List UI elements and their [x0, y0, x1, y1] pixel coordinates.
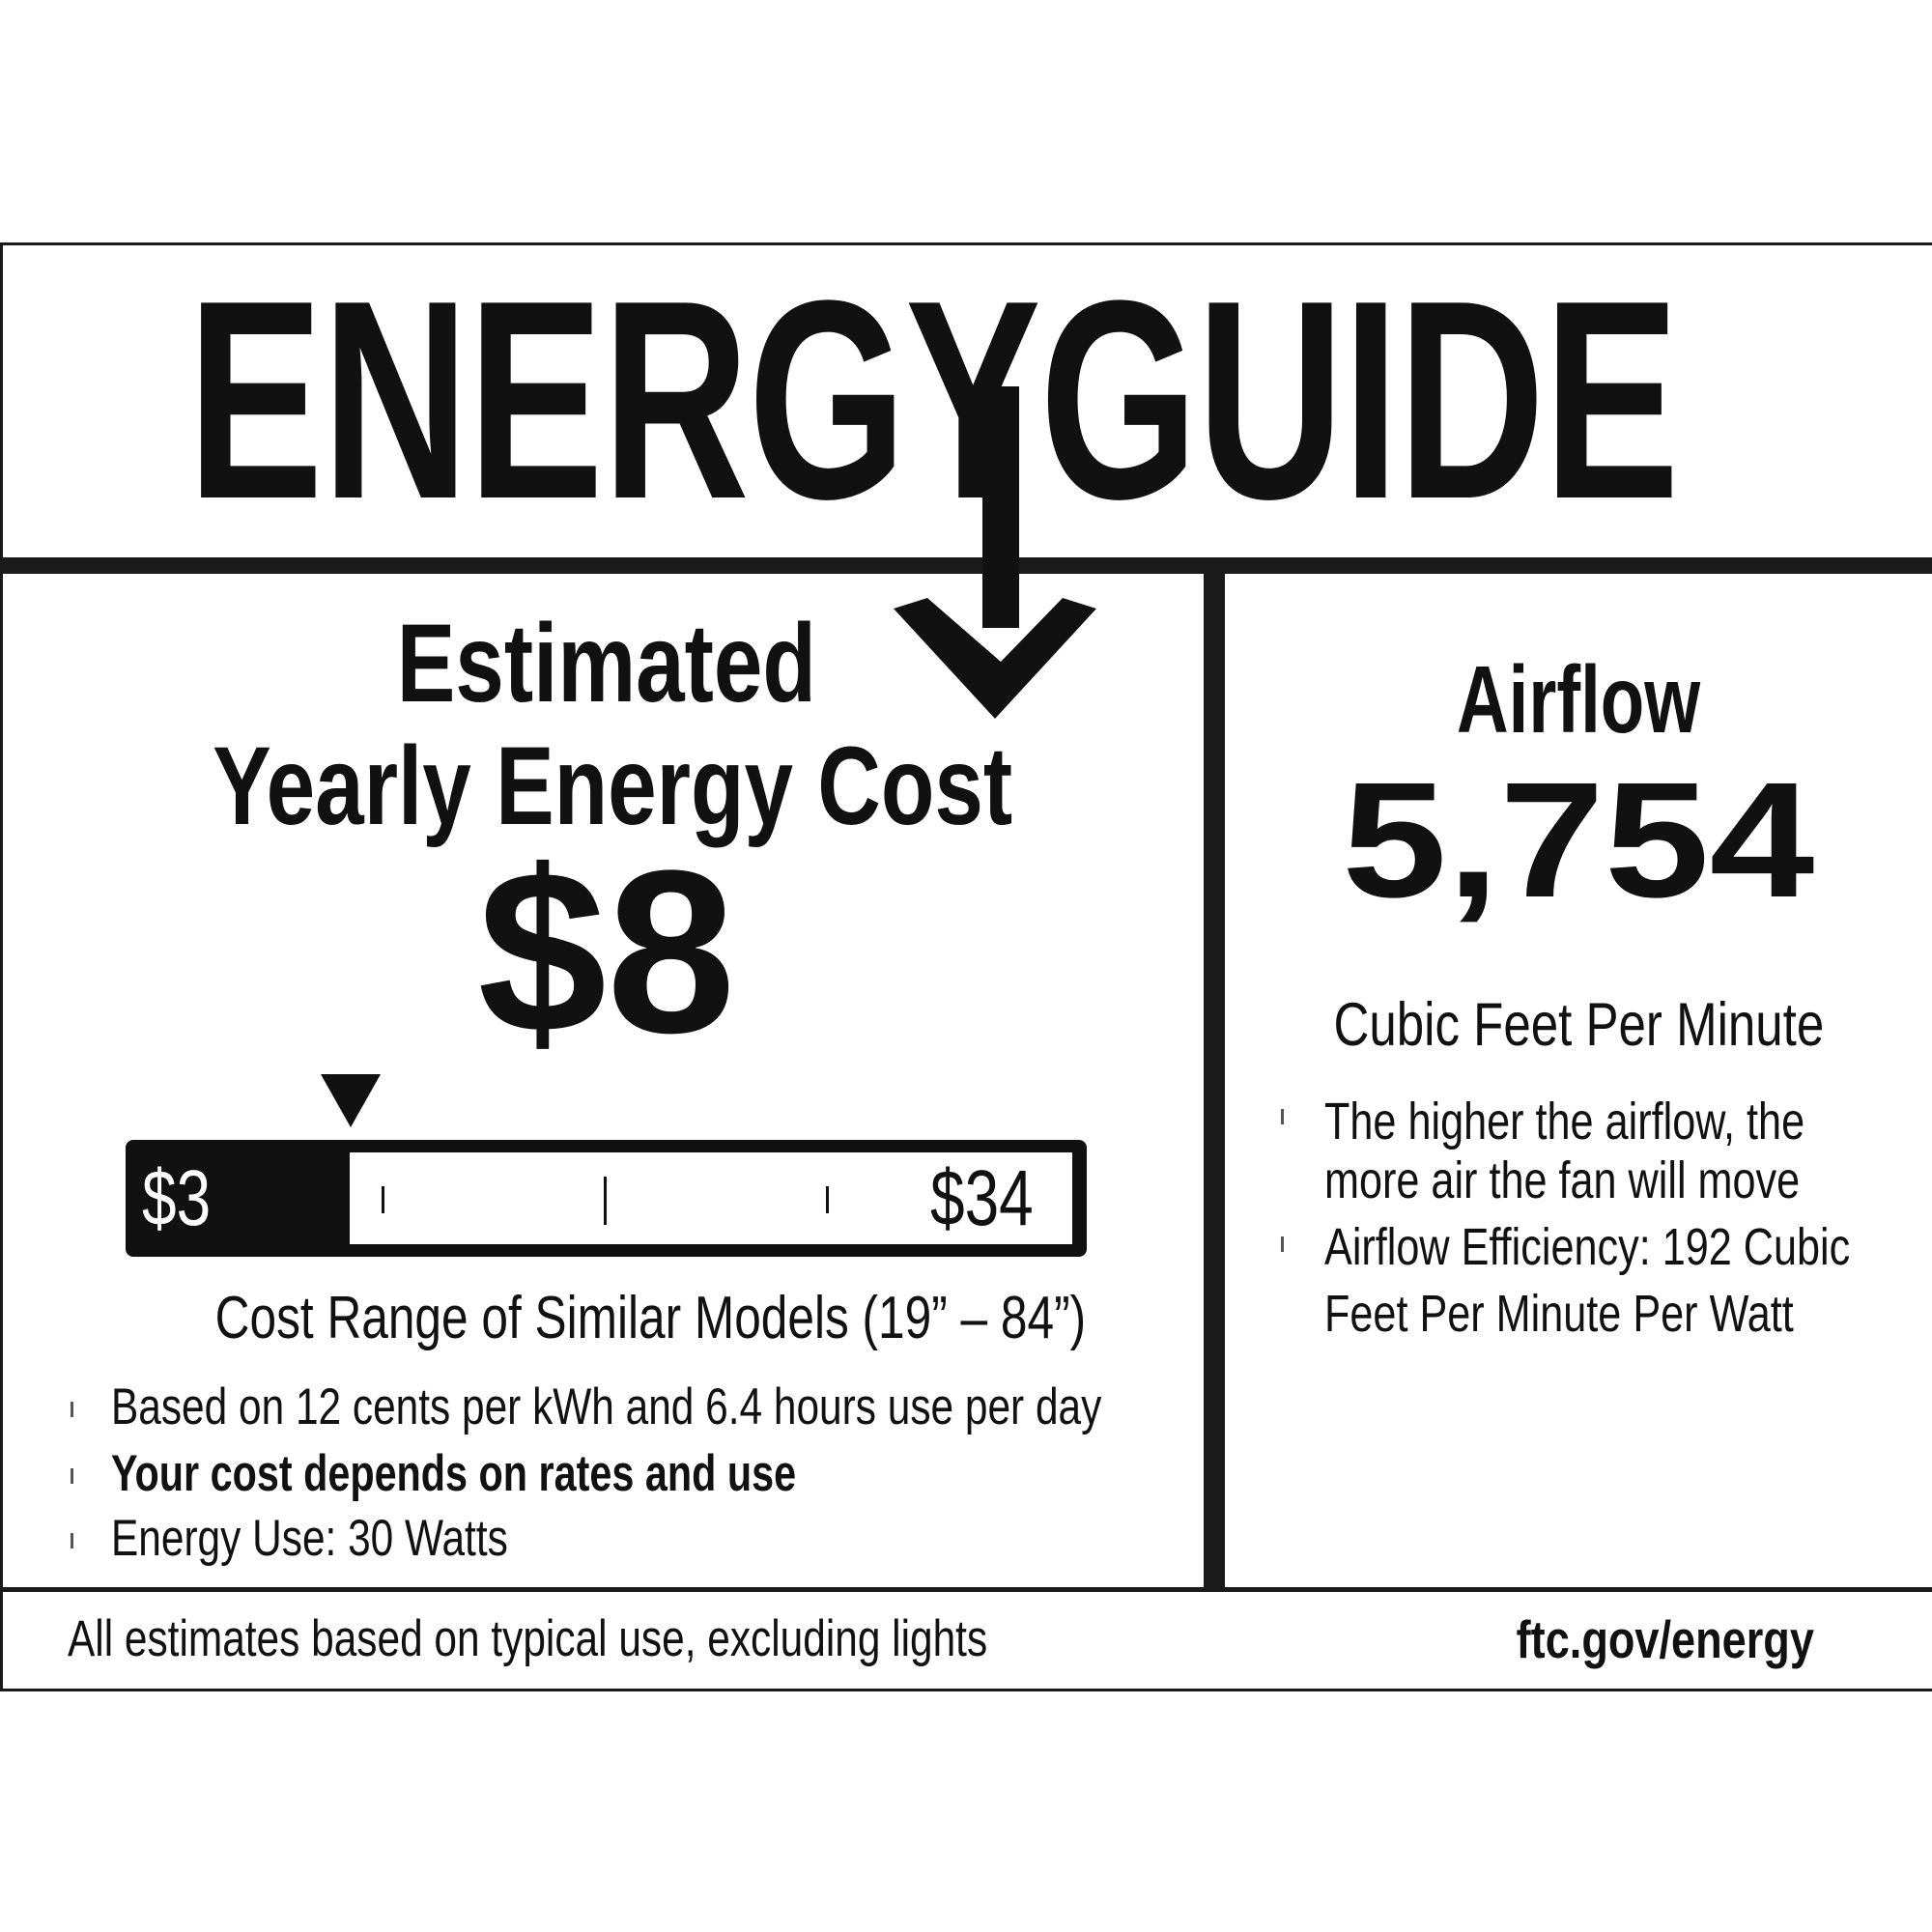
header-divider [0, 557, 1932, 574]
cost-range-bar: $3 $34 [126, 1140, 1087, 1257]
bullet-icon [71, 1402, 73, 1417]
logo-energyguide: ENERGYGUIDE [187, 259, 1932, 542]
cost-pointer-icon [321, 1074, 381, 1127]
column-divider [1204, 574, 1225, 1589]
tick [382, 1186, 384, 1213]
cost-range-track [350, 1152, 1072, 1244]
cost-heading: Estimated [106, 609, 1107, 720]
airflow-bullet-line: more air the fan will move [1324, 1151, 1801, 1209]
airflow-heading: Airflow [1225, 652, 1932, 747]
cost-bullet: Based on 12 cents per kWh and 6.4 hours … [111, 1378, 1102, 1435]
scale-min-label: $3 [142, 1154, 212, 1242]
airflow-bullet-line: The higher the airflow, the [1324, 1093, 1805, 1151]
airflow-unit: Cubic Feet Per Minute [1225, 995, 1932, 1056]
range-caption-text: Cost Range of Similar Models (19” – 84”) [214, 1285, 1087, 1351]
airflow-bullet-line: Feet Per Minute Per Watt [1324, 1285, 1794, 1343]
cost-heading-line1: Estimated [396, 602, 817, 725]
cost-bullet-bold: Your cost depends on rates and use [111, 1445, 797, 1502]
tick [826, 1186, 829, 1213]
scale-max-label: $34 [930, 1154, 1034, 1242]
range-caption: Cost Range of Similar Models (19” – 84”) [106, 1289, 1107, 1349]
ftc-link[interactable]: ftc.gov/energy [1516, 1609, 1814, 1669]
bullet-icon [71, 1533, 73, 1548]
tick [604, 1177, 607, 1225]
airflow-unit-text: Cubic Feet Per Minute [1333, 991, 1824, 1059]
logo-text: ENERGYGUIDE [187, 242, 1680, 558]
airflow-bullet-line: Airflow Efficiency: 192 Cubic [1324, 1218, 1851, 1276]
airflow-value-text: 5,754 [1342, 749, 1815, 932]
footer-link[interactable]: ftc.gov/energy [1451, 1613, 1814, 1666]
airflow-heading-text: Airflow [1456, 646, 1701, 753]
bullet-icon [1281, 1236, 1284, 1252]
energy-guide-label [0, 242, 1932, 1691]
cost-bullet: Energy Use: 30 Watts [111, 1510, 508, 1567]
airflow-value: 5,754 [1225, 758, 1932, 923]
cost-value: $8 [106, 836, 1107, 1067]
cost-heading-line2: Yearly Energy Cost [213, 724, 1013, 848]
arrow-down-icon [894, 386, 1096, 719]
footer-note-text: All estimates based on typical use, excl… [68, 1610, 988, 1667]
bullet-icon [1281, 1109, 1284, 1124]
footer-note: All estimates based on typical use, excl… [68, 1613, 1217, 1664]
cost-value-text: $8 [477, 822, 736, 1081]
bullet-icon [71, 1468, 73, 1484]
footer-divider [0, 1587, 1932, 1592]
cost-subheading: Yearly Energy Cost [106, 731, 1107, 842]
